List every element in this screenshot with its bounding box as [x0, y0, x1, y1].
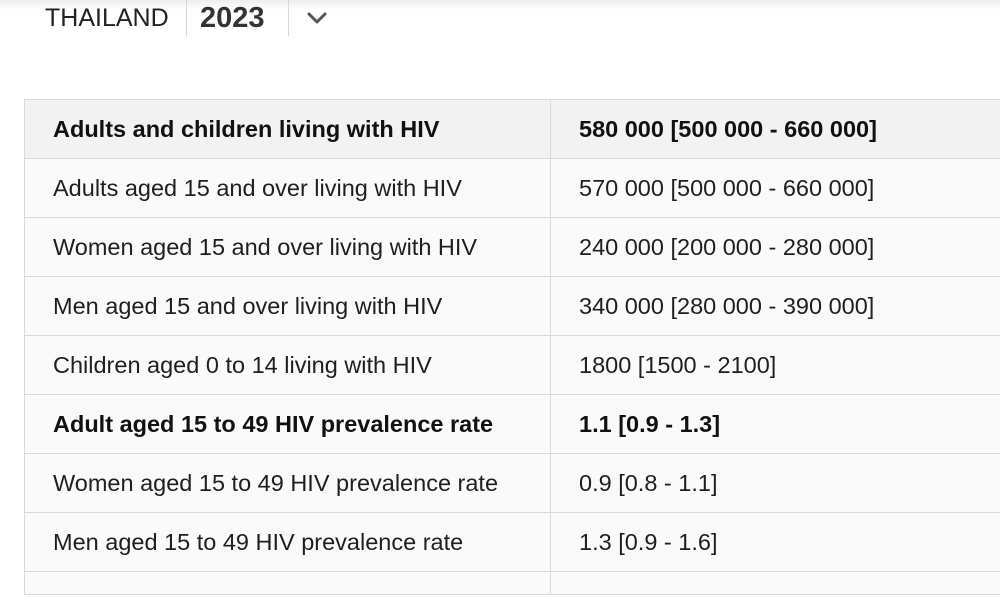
- row-value: 240 000 [200 000 - 280 000]: [550, 217, 1000, 277]
- table-row: Adults aged 15 and over living with HIV …: [24, 158, 1000, 218]
- header-divider: [186, 0, 187, 36]
- row-label: Women aged 15 and over living with HIV: [24, 217, 551, 277]
- table-row: Men aged 15 to 49 HIV prevalence rate 1.…: [24, 512, 1000, 572]
- year-label[interactable]: 2023: [200, 2, 265, 34]
- row-label: Adults aged 15 and over living with HIV: [24, 158, 551, 218]
- table-row: Men aged 15 and over living with HIV 340…: [24, 276, 1000, 336]
- header-divider: [288, 0, 289, 36]
- year-dropdown-button[interactable]: [302, 4, 332, 32]
- table-row: Women aged 15 and over living with HIV 2…: [24, 217, 1000, 277]
- row-label: Men aged 15 and over living with HIV: [24, 276, 551, 336]
- row-value: 0.9 [0.8 - 1.1]: [550, 453, 1000, 513]
- top-shadow: [0, 0, 1000, 10]
- row-label: Women aged 15 to 49 HIV prevalence rate: [24, 453, 551, 513]
- table-row: [24, 571, 1000, 595]
- row-label: Men aged 15 to 49 HIV prevalence rate: [24, 512, 551, 572]
- row-value: 1.3 [0.9 - 1.6]: [550, 512, 1000, 572]
- row-label: Adults and children living with HIV: [24, 99, 551, 159]
- row-value: 1.1 [0.9 - 1.3]: [550, 394, 1000, 454]
- row-label: [24, 571, 551, 595]
- table-row: Women aged 15 to 49 HIV prevalence rate …: [24, 453, 1000, 513]
- row-value: 1800 [1500 - 2100]: [550, 335, 1000, 395]
- hiv-estimates-table: Adults and children living with HIV 580 …: [24, 99, 1000, 595]
- row-label: Children aged 0 to 14 living with HIV: [24, 335, 551, 395]
- table-row: Children aged 0 to 14 living with HIV 18…: [24, 335, 1000, 395]
- row-value: 340 000 [280 000 - 390 000]: [550, 276, 1000, 336]
- chevron-down-icon: [307, 12, 327, 24]
- table-row: Adult aged 15 to 49 HIV prevalence rate …: [24, 394, 1000, 454]
- row-label: Adult aged 15 to 49 HIV prevalence rate: [24, 394, 551, 454]
- header-bar: THAILAND 2023: [0, 0, 400, 40]
- country-label: THAILAND: [45, 4, 169, 32]
- table-row: Adults and children living with HIV 580 …: [24, 99, 1000, 159]
- row-value: [550, 571, 1000, 595]
- row-value: 570 000 [500 000 - 660 000]: [550, 158, 1000, 218]
- row-value: 580 000 [500 000 - 660 000]: [550, 99, 1000, 159]
